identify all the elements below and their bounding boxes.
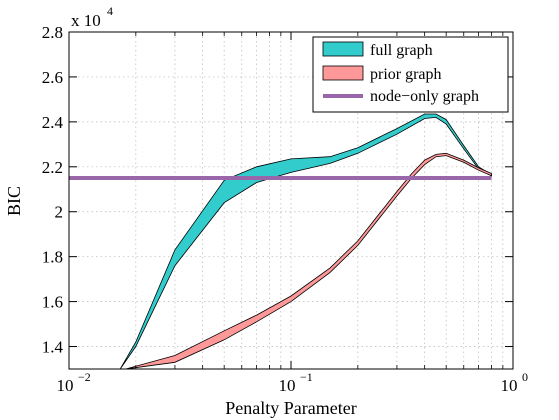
legend-swatch-full-graph <box>322 41 364 57</box>
x-tick-label: 10 <box>279 376 296 395</box>
x-axis-label: Penalty Parameter <box>225 398 356 418</box>
x-tick-exponent: −2 <box>78 370 91 384</box>
series-layer <box>69 113 492 370</box>
y-tick-label: 2.2 <box>42 158 63 177</box>
legend: full graph prior graph node−only graph <box>312 36 509 113</box>
series-band-prior-graph <box>125 152 492 370</box>
x-tick-label: 10 <box>501 376 518 395</box>
y-tick-label: 1.6 <box>42 293 63 312</box>
legend-label-node-only-graph: node−only graph <box>370 88 479 105</box>
legend-label-prior-graph: prior graph <box>370 66 442 83</box>
y-axis-label: BIC <box>4 186 24 216</box>
x-tick-label: 10 <box>57 376 74 395</box>
axis-ticks: 10 −2 10 −1 10 0 1.4 1.6 1.8 2 2.2 2.4 2.6 2.8 <box>42 23 528 395</box>
x-tick-exponent: 0 <box>522 370 528 384</box>
y-multiplier-label: x 10 <box>71 11 101 30</box>
y-tick-label: 2.6 <box>42 68 63 87</box>
y-tick-label: 2.8 <box>42 23 63 42</box>
y-tick-label: 1.4 <box>42 338 64 357</box>
y-tick-label: 1.8 <box>42 248 63 267</box>
y-tick-label: 2.4 <box>42 113 64 132</box>
y-tick-label: 2 <box>55 203 64 222</box>
legend-swatch-prior-graph <box>322 65 364 81</box>
legend-label-full-graph: full graph <box>370 42 433 59</box>
y-multiplier-exponent: 4 <box>107 4 113 18</box>
x-tick-exponent: −1 <box>300 370 313 384</box>
